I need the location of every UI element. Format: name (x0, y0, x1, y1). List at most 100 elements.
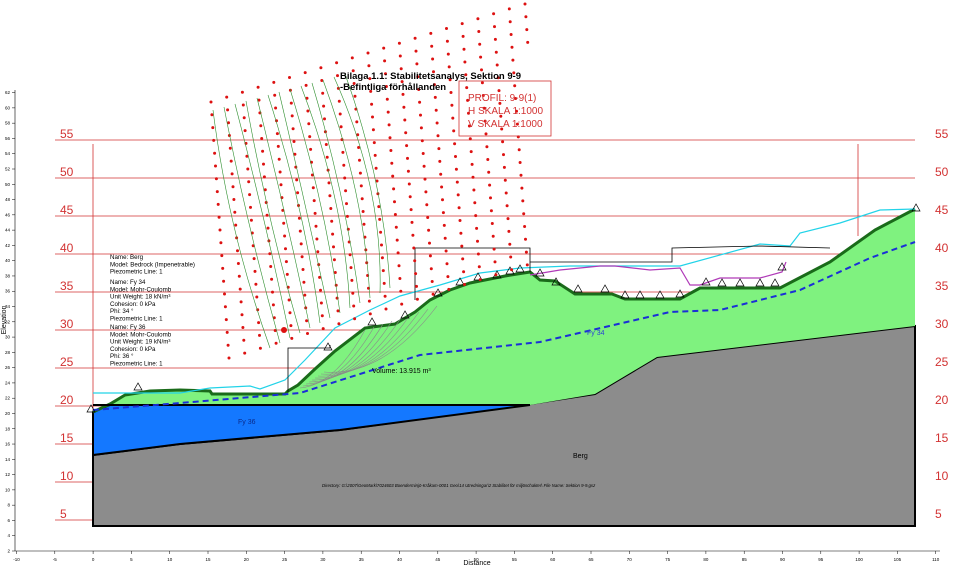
slip-center-dot (309, 147, 313, 151)
slip-center-dot (378, 217, 382, 221)
slip-center-dot (302, 280, 306, 284)
slip-center-dot (284, 247, 287, 251)
slip-center-dot (449, 91, 453, 94)
x-tick-label: 25 (282, 557, 288, 562)
slip-center-dot (359, 184, 363, 188)
red-level-label-left: 30 (60, 317, 74, 331)
slip-center-dot (306, 109, 310, 113)
red-level-label-left: 45 (60, 203, 74, 217)
slip-center-dot (245, 154, 249, 158)
slip-center-dot (524, 15, 528, 19)
slip-center-dot (372, 141, 376, 145)
directory-label: Directory: G:\2007\GeoMark\7024603 Boend… (322, 483, 596, 488)
slip-center-dot (277, 157, 281, 161)
slip-center-dot (489, 209, 493, 213)
slip-center-dot (444, 249, 448, 253)
slip-center-dot (429, 31, 433, 35)
slip-center-dot (393, 200, 396, 204)
slip-center-dot (293, 152, 297, 156)
slip-surface-curve (320, 308, 429, 375)
slip-center-dot (263, 188, 267, 192)
slip-center-dot (494, 273, 498, 277)
slip-center-dot (447, 65, 451, 69)
slip-center-dot (274, 341, 278, 345)
y-tick-label: 54 (5, 151, 11, 156)
x-tick-label: 20 (244, 557, 250, 562)
slip-center-dot (337, 322, 341, 326)
slip-center-dot (368, 312, 372, 316)
y-tick-label: 30 (5, 335, 11, 340)
x-axis-label: Distance (463, 560, 490, 567)
surface-marker-triangle (86, 404, 96, 413)
slip-center-dot (472, 188, 476, 192)
slip-center-dot (232, 198, 236, 201)
slip-center-dot (285, 272, 289, 276)
slip-center-dot (289, 101, 293, 105)
slip-center-dot (383, 294, 387, 298)
slip-center-dot (432, 83, 436, 87)
slip-center-dot (271, 290, 274, 294)
slip-center-dot (521, 199, 525, 203)
surface-marker-triangle (600, 284, 610, 293)
slip-center-dot (467, 111, 470, 115)
slip-center-dot (507, 7, 511, 11)
safety-contour (289, 88, 341, 314)
slip-center-dot (474, 214, 478, 218)
slip-center-dot (522, 212, 526, 216)
x-tick-label: 45 (435, 557, 441, 562)
y-tick-label: 34 (5, 304, 11, 309)
slip-center-dot (268, 252, 272, 256)
y-tick-label: 24 (5, 380, 11, 385)
red-level-label-left: 35 (60, 279, 74, 293)
slip-center-dot (289, 324, 293, 328)
slip-center-dot (480, 81, 484, 85)
slip-center-dot (476, 239, 479, 243)
slip-center-dot (377, 205, 381, 209)
slip-center-dot (356, 133, 360, 137)
critical-center-dot (281, 327, 287, 333)
slip-center-dot (242, 338, 246, 342)
slip-center-dot (398, 277, 402, 280)
slip-center-dot (448, 78, 452, 82)
slip-center-dot (316, 250, 320, 254)
x-tick-label: 70 (627, 557, 633, 562)
red-level-label-right: 30 (935, 317, 949, 331)
slip-center-dot (478, 278, 482, 282)
slip-center-dot (320, 314, 324, 318)
material-prop-line: Phi: 34 ° (110, 308, 134, 315)
piezometric-line (92, 241, 916, 411)
slip-center-dot (464, 73, 468, 77)
slip-center-dot (353, 317, 357, 321)
slip-center-dot (477, 30, 481, 33)
x-tick-label: 110 (932, 557, 940, 562)
slip-center-dot (329, 207, 333, 210)
slip-center-dot (327, 181, 331, 185)
slip-center-dot (461, 34, 465, 38)
red-level-label-right: 5 (935, 507, 942, 521)
slip-center-dot (514, 97, 518, 100)
slip-center-dot (218, 228, 222, 232)
slip-center-dot (339, 125, 343, 129)
region-label-fy36: Fy 36 (238, 419, 256, 426)
slip-center-dot (461, 257, 465, 261)
slip-center-dot (351, 69, 355, 73)
slip-center-dot (344, 189, 348, 193)
red-level-label-left: 15 (60, 431, 74, 445)
slip-center-dot (505, 204, 509, 208)
slip-center-dot (460, 244, 464, 248)
slip-center-dot (362, 222, 366, 226)
slip-center-dot (375, 179, 379, 183)
slip-center-dot (345, 214, 349, 218)
slip-center-dot (322, 104, 326, 108)
slip-center-dot (214, 164, 217, 168)
slip-center-dot (466, 98, 470, 102)
slip-center-dot (305, 96, 309, 100)
slip-center-dot (397, 264, 401, 268)
slip-center-dot (511, 58, 515, 62)
slip-surface-curve (299, 329, 366, 389)
slip-center-dot (242, 116, 246, 120)
slip-center-dot (225, 95, 229, 99)
red-level-label-right: 55 (935, 127, 949, 141)
slip-center-dot (400, 80, 404, 84)
red-level-label-left: 5 (60, 507, 67, 521)
